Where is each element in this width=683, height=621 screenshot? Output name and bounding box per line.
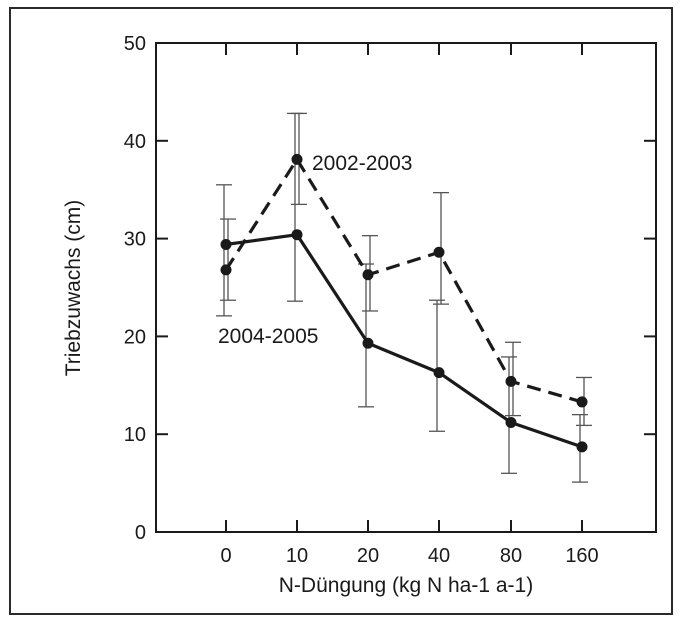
series-label-2004-2005: 2004-2005	[218, 325, 318, 348]
data-point-2002-2003	[291, 153, 303, 165]
data-point-2002-2003	[433, 246, 445, 258]
x-tick-label: 0	[220, 545, 231, 567]
data-point-2002-2003	[220, 264, 232, 276]
y-tick-label: 0	[135, 522, 146, 544]
x-tick-label: 160	[565, 545, 598, 567]
y-axis-label: Triebzuwachs (cm)	[62, 200, 85, 377]
y-tick-label: 20	[124, 326, 146, 348]
data-points	[220, 153, 588, 453]
series-line-2004-2005	[225, 233, 583, 449]
data-point-2002-2003	[576, 396, 588, 408]
x-tick-label: 10	[286, 545, 308, 567]
y-tick-label: 50	[124, 33, 146, 55]
plot-area	[155, 42, 657, 533]
x-axis-ticks: 0 10 20 40 80 160	[220, 43, 599, 567]
y-axis-ticks: 0 10 20 30 40 50	[124, 33, 656, 544]
data-point-2002-2003	[505, 375, 517, 387]
data-point-2004-2005	[362, 337, 374, 349]
x-tick-label: 80	[500, 545, 522, 567]
outer-frame	[9, 7, 673, 615]
data-point-2004-2005	[576, 441, 588, 453]
data-point-2004-2005	[433, 367, 445, 379]
x-tick-label: 40	[428, 545, 450, 567]
series-label-2002-2003: 2002-2003	[312, 152, 412, 175]
series-line-2002-2003	[224, 157, 583, 404]
series-lines	[224, 157, 583, 449]
data-point-2004-2005	[220, 238, 232, 250]
y-tick-label: 40	[124, 131, 146, 153]
data-point-2004-2005	[291, 229, 303, 241]
x-tick-label: 20	[357, 545, 379, 567]
y-tick-label: 10	[124, 424, 146, 446]
x-axis-label: N-Düngung (kg N ha-1 a-1)	[279, 574, 533, 597]
y-tick-label: 30	[124, 229, 146, 251]
data-point-2004-2005	[505, 416, 517, 428]
data-point-2002-2003	[362, 269, 374, 281]
